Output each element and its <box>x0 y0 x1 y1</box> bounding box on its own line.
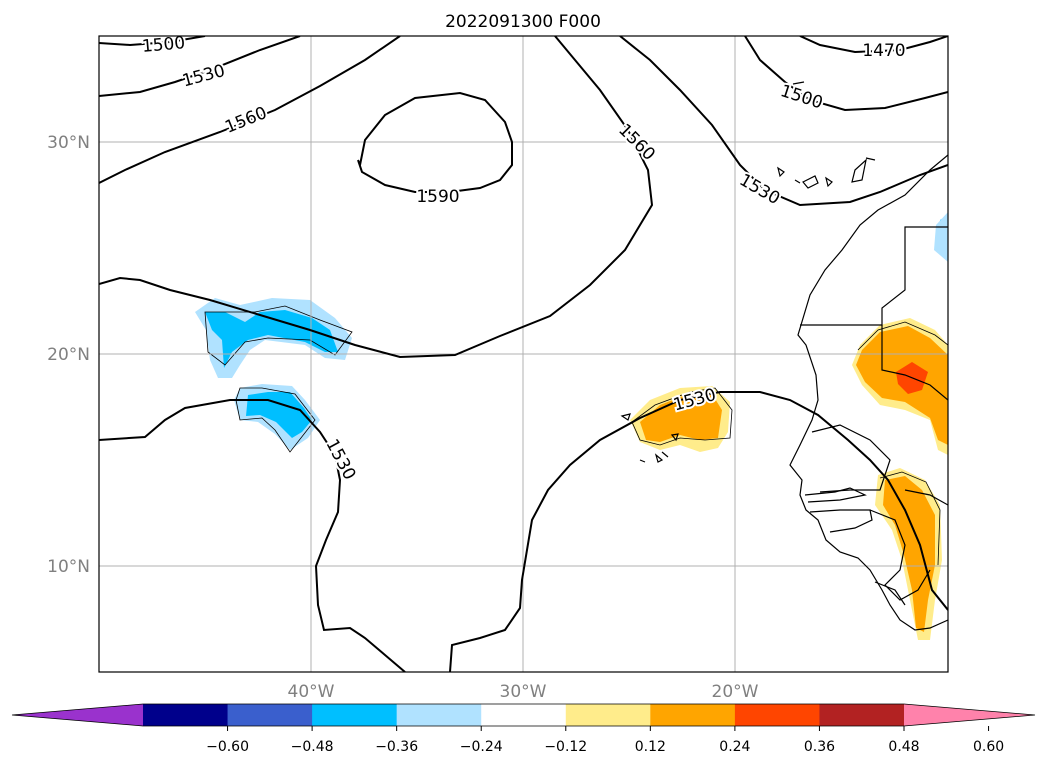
outline-west <box>204 305 353 366</box>
colorbar: −0.60 −0.48 −0.36 −0.24 −0.12 0.12 0.24 0.36 0.4… <box>11 703 1036 755</box>
contour-label-1530-nw: 1530 <box>180 61 227 92</box>
colorbar-segment <box>312 704 398 726</box>
shading-outlines <box>204 305 948 566</box>
contour-label-1590: 1590 <box>416 187 459 207</box>
colorbar-segment <box>819 704 905 726</box>
canary-islands <box>777 157 876 189</box>
border-guinea <box>869 509 931 601</box>
contour-1560-northwest <box>99 36 401 184</box>
lon-label-30w: 30°W <box>500 682 547 702</box>
border-sierra-leone <box>874 581 906 606</box>
contour-1500-northwest <box>99 36 206 47</box>
colorbar-segment <box>650 704 736 726</box>
outline-central <box>631 387 733 446</box>
anomaly-orange-southeast <box>883 476 935 632</box>
lat-label-10n: 10°N <box>47 557 90 577</box>
contour-1530-northwest <box>99 36 301 97</box>
colorbar-tick-label: 0.24 <box>719 739 750 755</box>
contour-label-1500-ne: 1500 <box>778 81 825 113</box>
madeira-island <box>792 81 805 85</box>
lat-label-20n: 20°N <box>47 345 90 365</box>
anomaly-blue-west <box>205 310 338 368</box>
colorbar-tick-label: −0.60 <box>206 739 249 755</box>
contour-1530-south <box>99 399 406 672</box>
contour-1590-high <box>357 91 513 193</box>
gridlines <box>99 36 948 672</box>
colorbar-segments <box>12 704 1035 726</box>
coastlines <box>620 81 948 631</box>
colorbar-outline <box>11 703 1036 727</box>
lon-labels: 40°W 30°W 20°W <box>288 682 759 702</box>
border-interior <box>904 489 948 506</box>
border-guinea-bissau <box>809 509 873 533</box>
map-title: 2022091300 F000 <box>445 12 601 32</box>
anomaly-orange-central <box>640 394 722 442</box>
border-western-sahara <box>800 226 948 326</box>
colorbar-tick-label: 0.60 <box>973 739 1004 755</box>
anomaly-blue-southwest <box>246 392 312 438</box>
colorbar-tick-label: 0.12 <box>635 739 666 755</box>
lon-label-20w: 20°W <box>712 682 759 702</box>
border-mauritania-mali <box>881 325 948 401</box>
colorbar-segment <box>143 704 229 726</box>
colorbar-tick-label: 0.36 <box>804 739 835 755</box>
colorbar-segment <box>396 704 482 726</box>
map-area: 1500 1530 1560 1470 1500 1590 1560 1530 … <box>99 33 948 672</box>
contour-1500-northeast <box>744 36 948 112</box>
colorbar-ticks: −0.60 −0.48 −0.36 −0.24 −0.12 0.12 0.24 0.36 0.4… <box>206 726 1004 755</box>
contour-1530-central <box>449 391 948 672</box>
outline-southeast <box>879 471 941 566</box>
contour-label-1560-nw: 1560 <box>222 103 270 138</box>
colorbar-extend-max <box>904 704 1035 726</box>
lat-label-30n: 30°N <box>47 133 90 153</box>
anomaly-light-blue-east-edge <box>934 212 948 262</box>
contour-label-1470-ne: 1470 <box>862 41 905 61</box>
lon-label-40w: 40°W <box>288 682 335 702</box>
contour-lines <box>99 36 948 672</box>
coast-west-africa <box>789 154 948 631</box>
cape-verde-islands <box>620 413 679 463</box>
map-frame <box>98 35 949 673</box>
colorbar-tick-label: −0.12 <box>544 739 587 755</box>
colorbar-segment <box>227 704 313 726</box>
contour-label-1500-nw: 1500 <box>141 33 186 57</box>
colorbar-segment <box>565 704 651 726</box>
contour-1560-main <box>99 36 654 359</box>
contour-1530-northeast <box>619 36 948 207</box>
colorbar-tick-label: −0.48 <box>291 739 334 755</box>
colorbar-tick-label: 0.48 <box>888 739 919 755</box>
border-gambia <box>804 487 867 503</box>
colorbar-extend-min <box>12 704 143 726</box>
contour-1470-northeast <box>799 36 948 54</box>
shading-layer <box>195 212 948 640</box>
outline-southwest <box>235 387 316 453</box>
contour-label-1530-south: 1530 <box>321 436 359 484</box>
colorbar-segment <box>734 704 820 726</box>
lat-labels: 30°N 20°N 10°N <box>47 133 90 577</box>
contour-label-1530-ne: 1530 <box>736 170 783 209</box>
colorbar-segment <box>481 704 567 726</box>
colorbar-tick-label: −0.36 <box>375 739 418 755</box>
colorbar-tick-label: −0.24 <box>460 739 503 755</box>
border-senegal <box>811 424 891 493</box>
outline-east <box>857 321 948 351</box>
